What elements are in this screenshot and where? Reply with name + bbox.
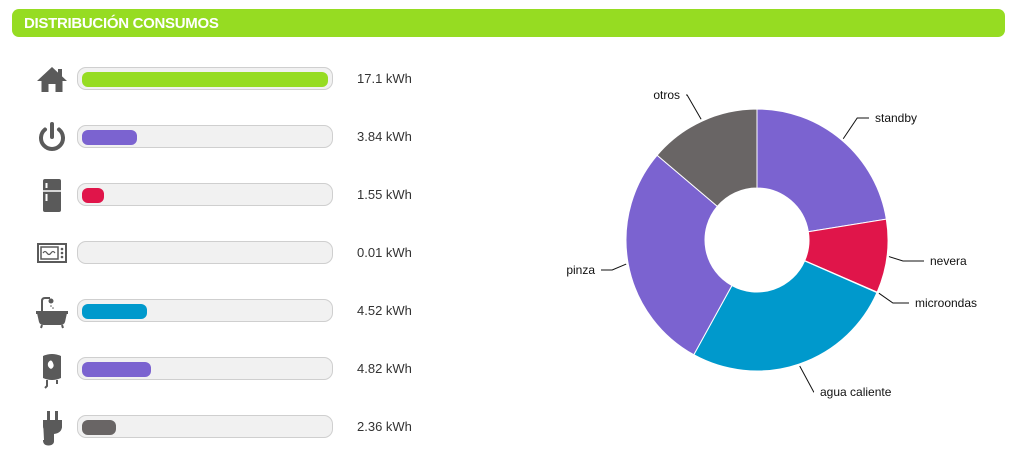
microwave-icon xyxy=(33,234,71,274)
consumption-value: 17.1 kWh xyxy=(357,71,412,86)
donut-svg: standby nevera microondas agua caliente pinz… xyxy=(566,88,977,399)
consumption-row-home: 17.1 kWh xyxy=(0,60,440,100)
fridge-icon xyxy=(33,176,71,216)
slice-label: agua caliente xyxy=(820,385,892,399)
leader-line xyxy=(888,256,924,262)
leader-line xyxy=(799,365,815,393)
slice-label: nevera xyxy=(930,254,967,268)
slice-label: otros xyxy=(653,88,680,102)
consumption-value: 4.52 kWh xyxy=(357,303,412,318)
leader-line xyxy=(842,117,869,140)
consumption-bar-fill xyxy=(82,130,137,145)
bathtub-icon xyxy=(33,292,71,332)
power-standby-icon xyxy=(33,118,71,158)
consumption-bar xyxy=(77,183,333,206)
slice-label: standby xyxy=(875,111,917,125)
section-header: DISTRIBUCIÓN CONSUMOS xyxy=(12,9,1005,37)
slice-label: microondas xyxy=(915,296,977,310)
slice-standby xyxy=(756,108,887,233)
water-heater-icon xyxy=(33,350,71,390)
consumption-bar-fill xyxy=(82,420,116,435)
consumption-bar-fill xyxy=(82,188,104,203)
slice-otros xyxy=(656,108,758,208)
consumption-row-microwave: 0.01 kWh xyxy=(0,234,440,274)
consumption-row-water-heater: 4.82 kWh xyxy=(0,350,440,390)
consumption-bar xyxy=(77,299,333,322)
leader-line xyxy=(601,263,627,271)
consumption-row-plug: 2.36 kWh xyxy=(0,408,440,448)
consumption-bar xyxy=(77,415,333,438)
slice-agua-caliente xyxy=(693,260,878,372)
consumption-row-standby: 3.84 kWh xyxy=(0,118,440,158)
consumption-donut-chart: standby nevera microondas agua caliente pinz… xyxy=(520,60,1020,460)
slice-label: pinza xyxy=(566,263,595,277)
leader-line xyxy=(878,292,909,304)
consumption-row-fridge: 1.55 kWh xyxy=(0,176,440,216)
consumption-value: 3.84 kWh xyxy=(357,129,412,144)
section-title: DISTRIBUCIÓN CONSUMOS xyxy=(24,15,219,32)
consumption-bar xyxy=(77,125,333,148)
consumption-value: 1.55 kWh xyxy=(357,187,412,202)
consumption-bar xyxy=(77,357,333,380)
consumption-bar-fill xyxy=(82,72,328,87)
consumption-value: 2.36 kWh xyxy=(357,419,412,434)
consumption-bar xyxy=(77,67,333,90)
leader-line xyxy=(686,94,702,120)
consumption-value: 0.01 kWh xyxy=(357,245,412,260)
consumption-row-bath: 4.52 kWh xyxy=(0,292,440,332)
consumption-bar-fill xyxy=(82,304,147,319)
consumption-bar-fill xyxy=(82,362,151,377)
consumption-value: 4.82 kWh xyxy=(357,361,412,376)
home-icon xyxy=(33,60,71,100)
plug-icon xyxy=(33,408,71,448)
consumption-bar xyxy=(77,241,333,264)
slice-pinza xyxy=(625,154,733,356)
